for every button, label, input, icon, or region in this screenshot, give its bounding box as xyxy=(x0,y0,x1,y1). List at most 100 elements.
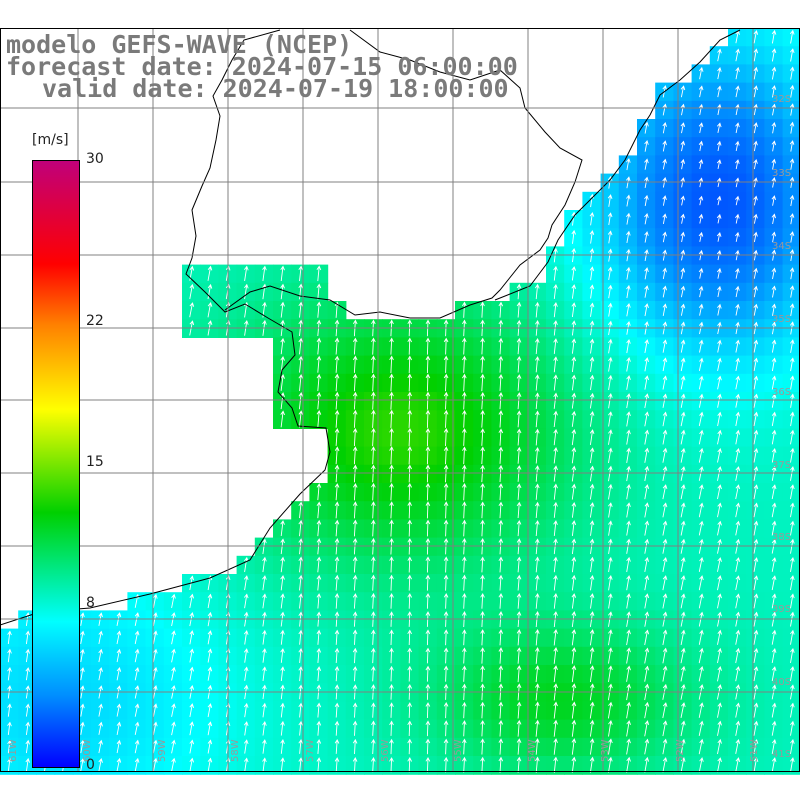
wind-arrow xyxy=(462,592,467,609)
wind-arrow xyxy=(407,537,413,555)
wind-arrow xyxy=(735,720,741,736)
wind-arrow xyxy=(207,648,213,663)
wind-arrow xyxy=(371,519,376,537)
wind-arrow xyxy=(717,357,722,371)
wind-arrow xyxy=(498,519,504,537)
wind-arrow xyxy=(480,519,485,537)
wind-arrow xyxy=(316,757,322,773)
wind-arrow xyxy=(571,647,577,664)
wind-arrow xyxy=(316,738,322,754)
wind-arrow xyxy=(790,411,795,427)
wind-arrow xyxy=(571,756,577,773)
wind-arrow xyxy=(243,629,249,645)
wind-arrow xyxy=(171,721,176,736)
wind-arrow xyxy=(152,739,158,754)
latitude-label: 37S xyxy=(772,460,791,471)
wind-arrow xyxy=(789,121,795,134)
wind-arrow xyxy=(680,647,686,664)
wind-arrow xyxy=(717,411,722,427)
wind-arrow xyxy=(753,738,759,754)
wind-arrow xyxy=(462,538,467,555)
wind-arrow xyxy=(516,592,522,609)
wind-arrow xyxy=(608,392,613,409)
wind-arrow xyxy=(7,648,12,663)
wind-arrow xyxy=(462,301,467,318)
wind-arrow xyxy=(389,391,394,410)
wind-arrow xyxy=(389,337,394,355)
wind-arrow xyxy=(480,720,485,737)
wind-arrow xyxy=(717,629,722,645)
wind-arrow xyxy=(352,428,358,447)
wind-arrow xyxy=(716,231,722,242)
longitude-label: 51W xyxy=(749,739,760,762)
wind-arrow xyxy=(535,465,540,482)
wind-arrow xyxy=(662,629,668,646)
wind-arrow xyxy=(662,213,667,224)
wind-arrow xyxy=(243,575,249,591)
wind-arrow xyxy=(98,739,103,754)
wind-arrow xyxy=(571,392,577,409)
wind-arrow xyxy=(262,720,267,736)
wind-arrow xyxy=(680,267,686,279)
wind-arrow xyxy=(316,666,322,682)
wind-arrow xyxy=(771,538,777,554)
wind-arrow xyxy=(735,466,741,481)
wind-arrow xyxy=(443,756,449,773)
wind-arrow xyxy=(735,702,741,718)
wind-arrow xyxy=(753,447,759,463)
wind-arrow xyxy=(425,574,431,591)
wind-arrow xyxy=(480,301,485,318)
wind-arrow xyxy=(753,702,759,718)
wind-arrow xyxy=(790,593,795,609)
wind-arrow xyxy=(352,409,358,428)
wind-arrow xyxy=(516,283,522,300)
wind-arrow xyxy=(534,283,540,300)
wind-arrow xyxy=(790,556,795,572)
colorbar-tick-label: 0 xyxy=(86,757,95,773)
wind-arrow xyxy=(389,592,394,609)
wind-arrow xyxy=(698,66,704,80)
wind-arrow xyxy=(771,195,777,206)
wind-arrow xyxy=(735,647,741,664)
wind-arrow xyxy=(680,303,686,316)
wind-arrow xyxy=(280,556,285,573)
wind-arrow xyxy=(698,447,704,463)
wind-arrow xyxy=(462,720,467,737)
wind-arrow xyxy=(680,158,686,170)
wind-arrow xyxy=(516,501,522,519)
wind-arrow xyxy=(735,484,741,500)
wind-arrow xyxy=(80,630,85,644)
wind-arrow xyxy=(662,738,668,755)
wind-arrow xyxy=(7,630,12,645)
wind-arrow xyxy=(498,301,504,318)
wind-arrow xyxy=(753,538,759,554)
wind-arrow xyxy=(262,593,267,609)
wind-arrow xyxy=(443,592,449,609)
wind-arrow xyxy=(334,702,340,718)
wind-arrow xyxy=(717,757,722,773)
wind-arrow xyxy=(80,721,85,735)
wind-arrow xyxy=(753,195,758,206)
wind-arrow xyxy=(753,85,759,98)
wind-arrow xyxy=(626,375,631,390)
wind-arrow xyxy=(553,338,558,354)
wind-arrow xyxy=(771,85,777,98)
wind-arrow xyxy=(717,85,722,98)
wind-arrow xyxy=(189,283,195,300)
wind-arrow xyxy=(171,666,176,681)
wind-arrow xyxy=(535,520,540,537)
wind-arrow xyxy=(98,757,103,772)
wind-arrow xyxy=(280,574,285,591)
wind-arrow xyxy=(735,357,740,371)
wind-arrow xyxy=(262,757,267,772)
wind-arrow xyxy=(371,629,376,645)
latitude-label: 40S xyxy=(772,677,791,688)
wind-arrow xyxy=(352,757,358,773)
wind-arrow xyxy=(589,647,595,664)
wind-arrow xyxy=(698,411,704,427)
wind-arrow xyxy=(389,574,394,591)
wind-arrow xyxy=(243,666,249,681)
wind-arrow xyxy=(516,756,522,773)
wind-arrow xyxy=(735,195,740,206)
wind-arrow xyxy=(753,103,758,116)
